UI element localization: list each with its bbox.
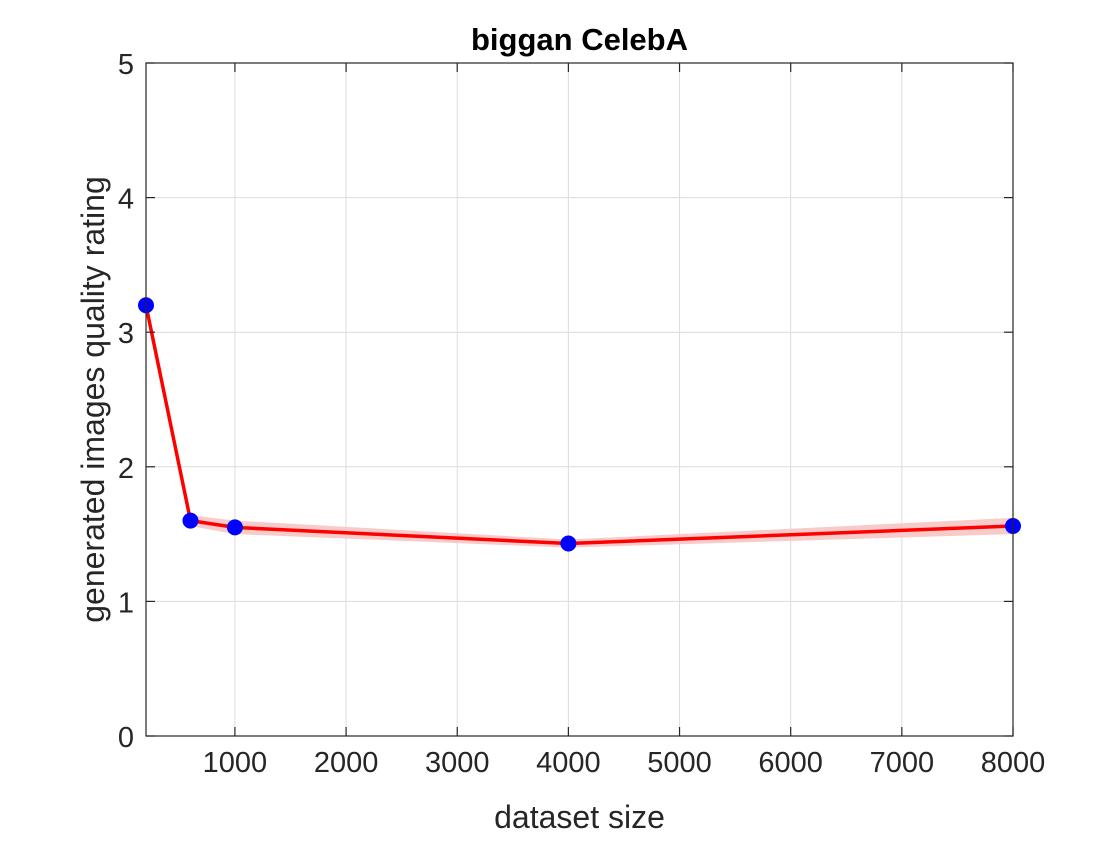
grid-lines (146, 62, 1014, 737)
y-tick-label: 2 (118, 453, 134, 485)
data-point (182, 512, 199, 529)
y-tick-label: 4 (118, 184, 134, 216)
series-line (144, 304, 1014, 546)
data-point (560, 535, 577, 552)
y-tick-label: 3 (118, 318, 134, 350)
series-markers (138, 297, 1021, 552)
series-confidence-band (146, 301, 1013, 548)
x-tick-label: 7000 (870, 747, 935, 779)
x-tick-label: 6000 (758, 747, 823, 779)
x-tick-label: 2000 (314, 747, 379, 779)
y-axis-label: generated images quality rating (75, 176, 111, 623)
series-lines (144, 304, 1014, 546)
y-tick-label: 5 (118, 49, 134, 81)
x-tick-label: 1000 (203, 747, 268, 779)
chart-title: biggan CelebA (471, 22, 688, 57)
data-point (226, 519, 243, 536)
x-tick-label: 5000 (647, 747, 712, 779)
confidence-bands (146, 301, 1013, 548)
plot-area-frame (145, 62, 1014, 737)
y-tick-label: 0 (118, 722, 134, 754)
x-tick-label: 3000 (425, 747, 490, 779)
x-axis-label: dataset size (494, 799, 665, 835)
y-tick-label: 1 (118, 587, 134, 619)
axis-ticks: 1000 2000 3000 4000 5000 6000 7000 8000 0 1 2 3 4 5 (118, 49, 1045, 779)
x-tick-label: 8000 (981, 747, 1046, 779)
x-tick-label: 4000 (536, 747, 601, 779)
